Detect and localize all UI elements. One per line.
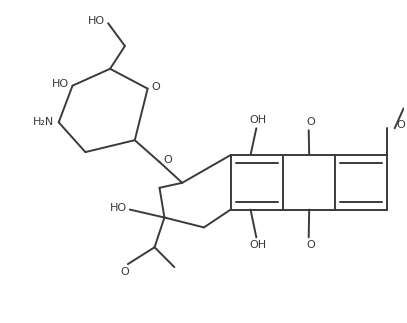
Text: O: O (120, 267, 129, 277)
Text: OH: OH (250, 115, 267, 125)
Text: H₂N: H₂N (33, 117, 54, 127)
Text: OH: OH (250, 240, 267, 250)
Text: O: O (164, 155, 172, 165)
Text: O: O (396, 120, 405, 130)
Text: HO: HO (88, 16, 105, 26)
Text: HO: HO (51, 79, 69, 89)
Text: HO: HO (110, 203, 127, 213)
Text: O: O (151, 82, 160, 92)
Text: O: O (306, 240, 315, 250)
Text: O: O (306, 117, 315, 127)
